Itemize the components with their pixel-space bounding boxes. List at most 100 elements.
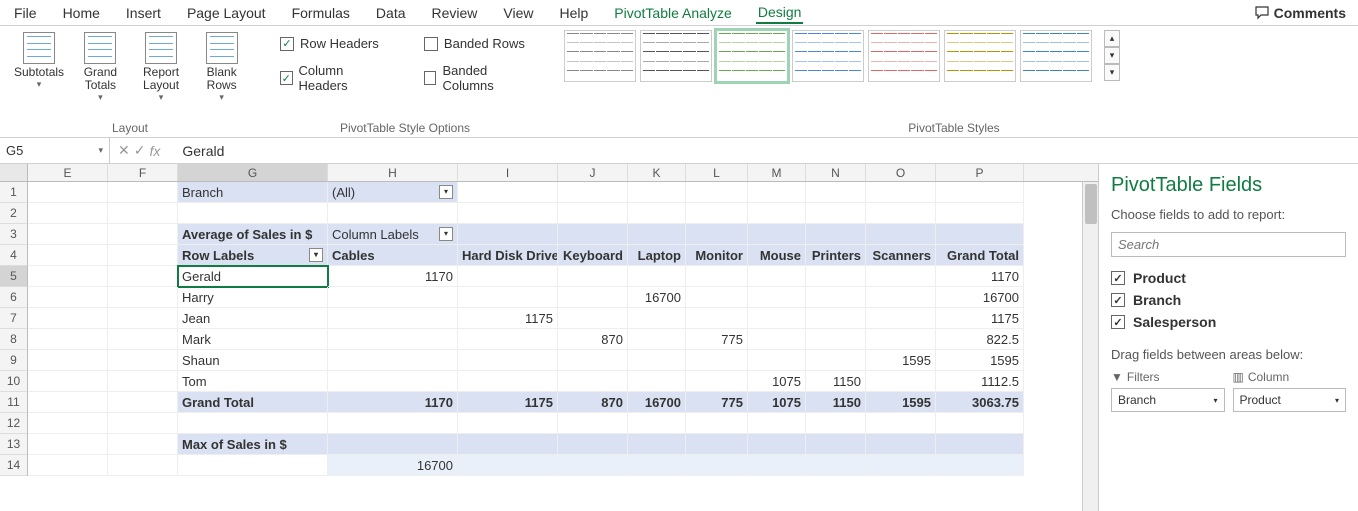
cell[interactable] [108, 182, 178, 203]
row-header[interactable]: 7 [0, 308, 28, 329]
cell[interactable] [686, 455, 748, 476]
cell[interactable] [686, 434, 748, 455]
fields-search-input[interactable] [1111, 232, 1346, 257]
cell[interactable]: 1595 [866, 350, 936, 371]
cell[interactable] [748, 329, 806, 350]
cell[interactable] [686, 371, 748, 392]
cell[interactable]: 1075 [748, 371, 806, 392]
cell[interactable]: 1150 [806, 371, 866, 392]
cell[interactable] [866, 413, 936, 434]
cell[interactable]: 775 [686, 392, 748, 413]
cell[interactable] [558, 434, 628, 455]
cell[interactable] [866, 182, 936, 203]
subtotals-button[interactable]: Subtotals ▾ [12, 30, 66, 92]
cell[interactable] [178, 203, 328, 224]
cell[interactable]: Mouse [748, 245, 806, 266]
row-header[interactable]: 6 [0, 287, 28, 308]
cell[interactable] [108, 266, 178, 287]
cell[interactable] [806, 350, 866, 371]
columns-area-item[interactable]: Product▾ [1233, 388, 1347, 412]
dropdown-icon[interactable]: ▾ [309, 248, 323, 262]
cell[interactable] [458, 434, 558, 455]
cell[interactable] [748, 434, 806, 455]
cell[interactable] [686, 224, 748, 245]
tab-insert[interactable]: Insert [124, 3, 163, 23]
cell[interactable]: Hard Disk Drives [458, 245, 558, 266]
cell[interactable] [866, 203, 936, 224]
column-header[interactable]: I [458, 164, 558, 181]
cell[interactable] [108, 224, 178, 245]
field-item[interactable]: ✓Product [1111, 267, 1346, 289]
cell[interactable] [748, 350, 806, 371]
cell[interactable] [558, 371, 628, 392]
style-swatch[interactable] [716, 30, 788, 82]
cell[interactable] [936, 413, 1024, 434]
cell[interactable] [28, 413, 108, 434]
cell[interactable] [28, 434, 108, 455]
cell[interactable]: 3063.75 [936, 392, 1024, 413]
cell[interactable] [748, 266, 806, 287]
cell[interactable] [686, 182, 748, 203]
cell[interactable]: 1175 [936, 308, 1024, 329]
cell[interactable] [806, 203, 866, 224]
report-layout-button[interactable]: Report Layout ▾ [135, 30, 188, 105]
name-box[interactable]: G5 ▾ [0, 138, 110, 163]
cell[interactable] [108, 392, 178, 413]
cell[interactable]: Jean [178, 308, 328, 329]
cell[interactable] [458, 371, 558, 392]
cell[interactable] [748, 455, 806, 476]
cell[interactable] [628, 203, 686, 224]
banded-rows-check[interactable]: Banded Rows [424, 36, 530, 51]
cell[interactable] [558, 266, 628, 287]
grand-totals-button[interactable]: Grand Totals ▾ [74, 30, 127, 105]
tab-help[interactable]: Help [558, 3, 591, 23]
cell[interactable]: 870 [558, 329, 628, 350]
tab-pivottable-analyze[interactable]: PivotTable Analyze [612, 3, 734, 23]
column-header[interactable]: G [178, 164, 328, 181]
cell[interactable] [558, 224, 628, 245]
cell[interactable] [866, 329, 936, 350]
tab-view[interactable]: View [501, 3, 535, 23]
cell[interactable] [936, 203, 1024, 224]
cell[interactable] [28, 203, 108, 224]
cell[interactable] [866, 455, 936, 476]
cell[interactable]: 1170 [936, 266, 1024, 287]
cell[interactable] [806, 329, 866, 350]
formula-input[interactable]: Gerald [176, 143, 1358, 159]
cell[interactable] [748, 287, 806, 308]
cancel-icon[interactable]: ✕ [118, 142, 130, 159]
cell[interactable] [558, 350, 628, 371]
cell[interactable]: 1170 [328, 392, 458, 413]
cell[interactable]: Column Labels▾ [328, 224, 458, 245]
cell[interactable] [866, 308, 936, 329]
cell[interactable] [458, 329, 558, 350]
cell[interactable] [28, 371, 108, 392]
cell[interactable]: 1075 [748, 392, 806, 413]
cell[interactable] [628, 350, 686, 371]
cell[interactable] [28, 308, 108, 329]
cell[interactable] [558, 287, 628, 308]
style-swatch[interactable] [640, 30, 712, 82]
dropdown-icon[interactable]: ▾ [439, 185, 453, 199]
select-all-corner[interactable] [0, 164, 28, 181]
cell[interactable] [28, 455, 108, 476]
row-header[interactable]: 14 [0, 455, 28, 476]
cell[interactable] [328, 329, 458, 350]
row-header[interactable]: 13 [0, 434, 28, 455]
row-header[interactable]: 1 [0, 182, 28, 203]
row-header[interactable]: 3 [0, 224, 28, 245]
field-item[interactable]: ✓Branch [1111, 289, 1346, 311]
fx-icon[interactable]: fx [149, 143, 168, 159]
row-header[interactable]: 8 [0, 329, 28, 350]
gallery-more[interactable]: ▾ [1104, 64, 1120, 81]
comments-button[interactable]: Comments [1254, 5, 1346, 21]
cell[interactable] [866, 287, 936, 308]
cell[interactable] [806, 413, 866, 434]
cell[interactable] [628, 371, 686, 392]
row-header[interactable]: 10 [0, 371, 28, 392]
cell[interactable]: Harry [178, 287, 328, 308]
cell[interactable] [458, 224, 558, 245]
cell[interactable] [806, 182, 866, 203]
tab-design[interactable]: Design [756, 2, 804, 24]
cell[interactable] [328, 434, 458, 455]
